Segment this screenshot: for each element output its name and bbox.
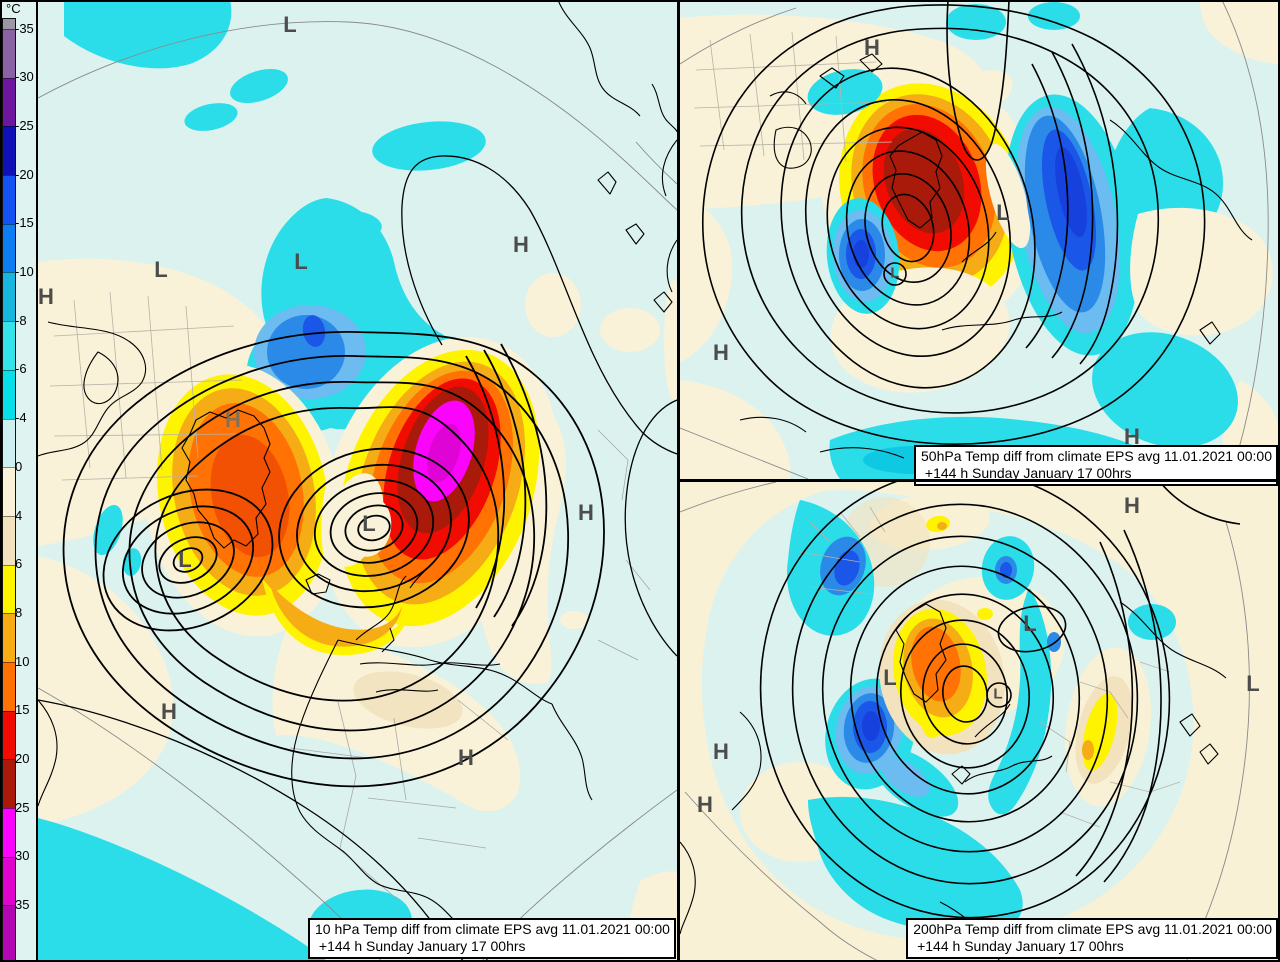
caption-title-line: 50hPa Temp diff from climate EPS avg 11.… (921, 448, 1272, 464)
caption-valid-line: +144 h Sunday January 17 00hrs (913, 938, 1124, 954)
warm-bridge-crescent (262, 578, 410, 656)
warm-anomaly-blob (879, 599, 1005, 755)
panel-divider-horizontal (677, 479, 1280, 482)
caption-valid-line: +144 h Sunday January 17 00hrs (921, 465, 1132, 481)
colorbar-tick-label: -15 (15, 215, 34, 231)
height-contours (702, 0, 1206, 445)
colorbar-tick-label: 8 (15, 604, 23, 620)
colorbar-unit-label: °C (6, 1, 21, 16)
colorbar-tick-label: -25 (15, 117, 34, 133)
colorbar-segment (3, 77, 15, 127)
coastlines (739, 53, 1253, 459)
colorbar-tick-label: -4 (15, 410, 27, 426)
height-contours (759, 482, 1241, 919)
colorbar-map-separator (36, 0, 38, 962)
colorbar-segment (3, 808, 15, 857)
asia-cream-region (1130, 207, 1273, 336)
colorbar-tick-label: 6 (15, 556, 23, 572)
colorbar-tick-label: -10 (15, 264, 34, 279)
graticule (680, 0, 1269, 479)
colorbar-segment (3, 272, 15, 322)
colorbar-segment (3, 467, 15, 516)
colorbar-segment (3, 29, 15, 78)
colorbar-tick-label: -30 (15, 69, 34, 85)
colorbar-tick-label: -20 (15, 166, 34, 182)
colorbar-segment (3, 19, 15, 29)
colorbar-segment (3, 223, 15, 273)
graticule (680, 482, 1250, 962)
colorbar-segment (3, 759, 15, 808)
colorbar-tick-label: -35 (15, 20, 34, 36)
colorbar-segment (3, 710, 15, 760)
map-50hpa-svg (680, 0, 1280, 479)
colorbar-segment (3, 613, 15, 662)
country-borders-africa (289, 429, 651, 901)
caption-200hpa: 200hPa Temp diff from climate EPS avg 11… (906, 918, 1278, 959)
colorbar-tick-label: 20 (15, 751, 30, 766)
colorbar-tick-label: -8 (15, 312, 27, 328)
colorbar: °C -35 -30 -25 -20 -15 -10 -8 -6 -4 0 4 6 8 10 15 20 25 3… (0, 0, 36, 962)
colorbar-segment (3, 369, 15, 419)
colorbar-tick-label: 0 (15, 458, 23, 474)
colorbar-tick-label: -6 (15, 361, 27, 377)
coastlines (38, 0, 677, 962)
colorbar-scale (2, 18, 16, 962)
colorbar-segment (3, 418, 15, 468)
cold-blob-west (826, 198, 900, 314)
colorbar-segment (3, 126, 15, 176)
colorbar-segment (3, 661, 15, 711)
caption-10hpa: 10 hPa Temp diff from climate EPS avg 11… (308, 918, 676, 959)
colorbar-segment (3, 905, 15, 961)
colorbar-tick-label: 30 (15, 848, 30, 864)
colorbar-segment (3, 515, 15, 565)
caption-title-line: 200hPa Temp diff from climate EPS avg 11… (913, 921, 1272, 937)
colorbar-tick-label: 35 (15, 897, 30, 913)
colorbar-segment (3, 321, 15, 370)
caption-title-line: 10 hPa Temp diff from climate EPS avg 11… (315, 921, 670, 937)
colorbar-tick-label: 10 (15, 653, 30, 669)
cold-core-shading (254, 305, 366, 399)
colorbar-tick-label: 15 (15, 702, 30, 718)
map-200hpa-svg (680, 482, 1280, 962)
colorbar-segment (3, 175, 15, 224)
map-10hpa-svg (38, 0, 677, 962)
colorbar-segment (3, 856, 15, 906)
tan-shading (353, 671, 463, 729)
height-contours (62, 331, 605, 788)
colorbar-tick-label: 4 (15, 507, 23, 523)
warm-anomaly-main-blob (321, 336, 559, 648)
colorbar-segment (3, 564, 15, 614)
colorbar-tick-label: 25 (15, 799, 30, 815)
caption-valid-line: +144 h Sunday January 17 00hrs (315, 938, 526, 954)
admin-borders (693, 31, 893, 163)
